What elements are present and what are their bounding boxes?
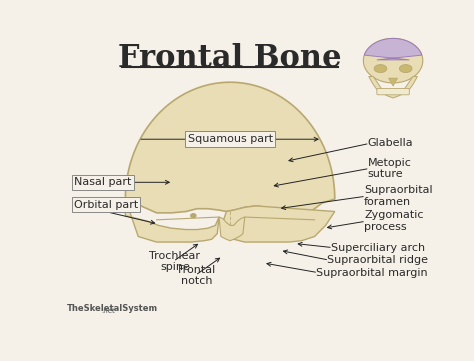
Text: TheSkeletalSystem: TheSkeletalSystem xyxy=(66,304,158,313)
Text: Nasal part: Nasal part xyxy=(74,177,131,187)
Text: Supraorbital margin: Supraorbital margin xyxy=(316,268,428,278)
Polygon shape xyxy=(389,78,398,86)
Polygon shape xyxy=(223,206,335,242)
Polygon shape xyxy=(365,38,422,60)
Polygon shape xyxy=(219,217,245,241)
Ellipse shape xyxy=(374,65,387,73)
Circle shape xyxy=(191,214,196,218)
Text: Frontal Bone: Frontal Bone xyxy=(118,43,342,74)
Ellipse shape xyxy=(400,65,412,73)
Text: Superciliary arch: Superciliary arch xyxy=(331,243,425,253)
Text: Zygomatic
process: Zygomatic process xyxy=(364,210,424,232)
Text: Frontal
notch: Frontal notch xyxy=(178,265,216,286)
Text: Supraorbital ridge: Supraorbital ridge xyxy=(328,255,428,265)
Polygon shape xyxy=(369,77,418,98)
Polygon shape xyxy=(364,38,423,83)
Text: Glabella: Glabella xyxy=(368,138,413,148)
Polygon shape xyxy=(125,199,219,242)
Text: Trochlear
spine: Trochlear spine xyxy=(149,251,201,272)
Polygon shape xyxy=(125,82,335,213)
Text: Supraorbital
foramen: Supraorbital foramen xyxy=(364,186,433,207)
Text: .net: .net xyxy=(101,308,115,314)
FancyBboxPatch shape xyxy=(377,88,409,95)
Text: Metopic
suture: Metopic suture xyxy=(368,158,412,179)
Text: Squamous part: Squamous part xyxy=(188,134,273,144)
Text: Orbital part: Orbital part xyxy=(74,200,138,209)
